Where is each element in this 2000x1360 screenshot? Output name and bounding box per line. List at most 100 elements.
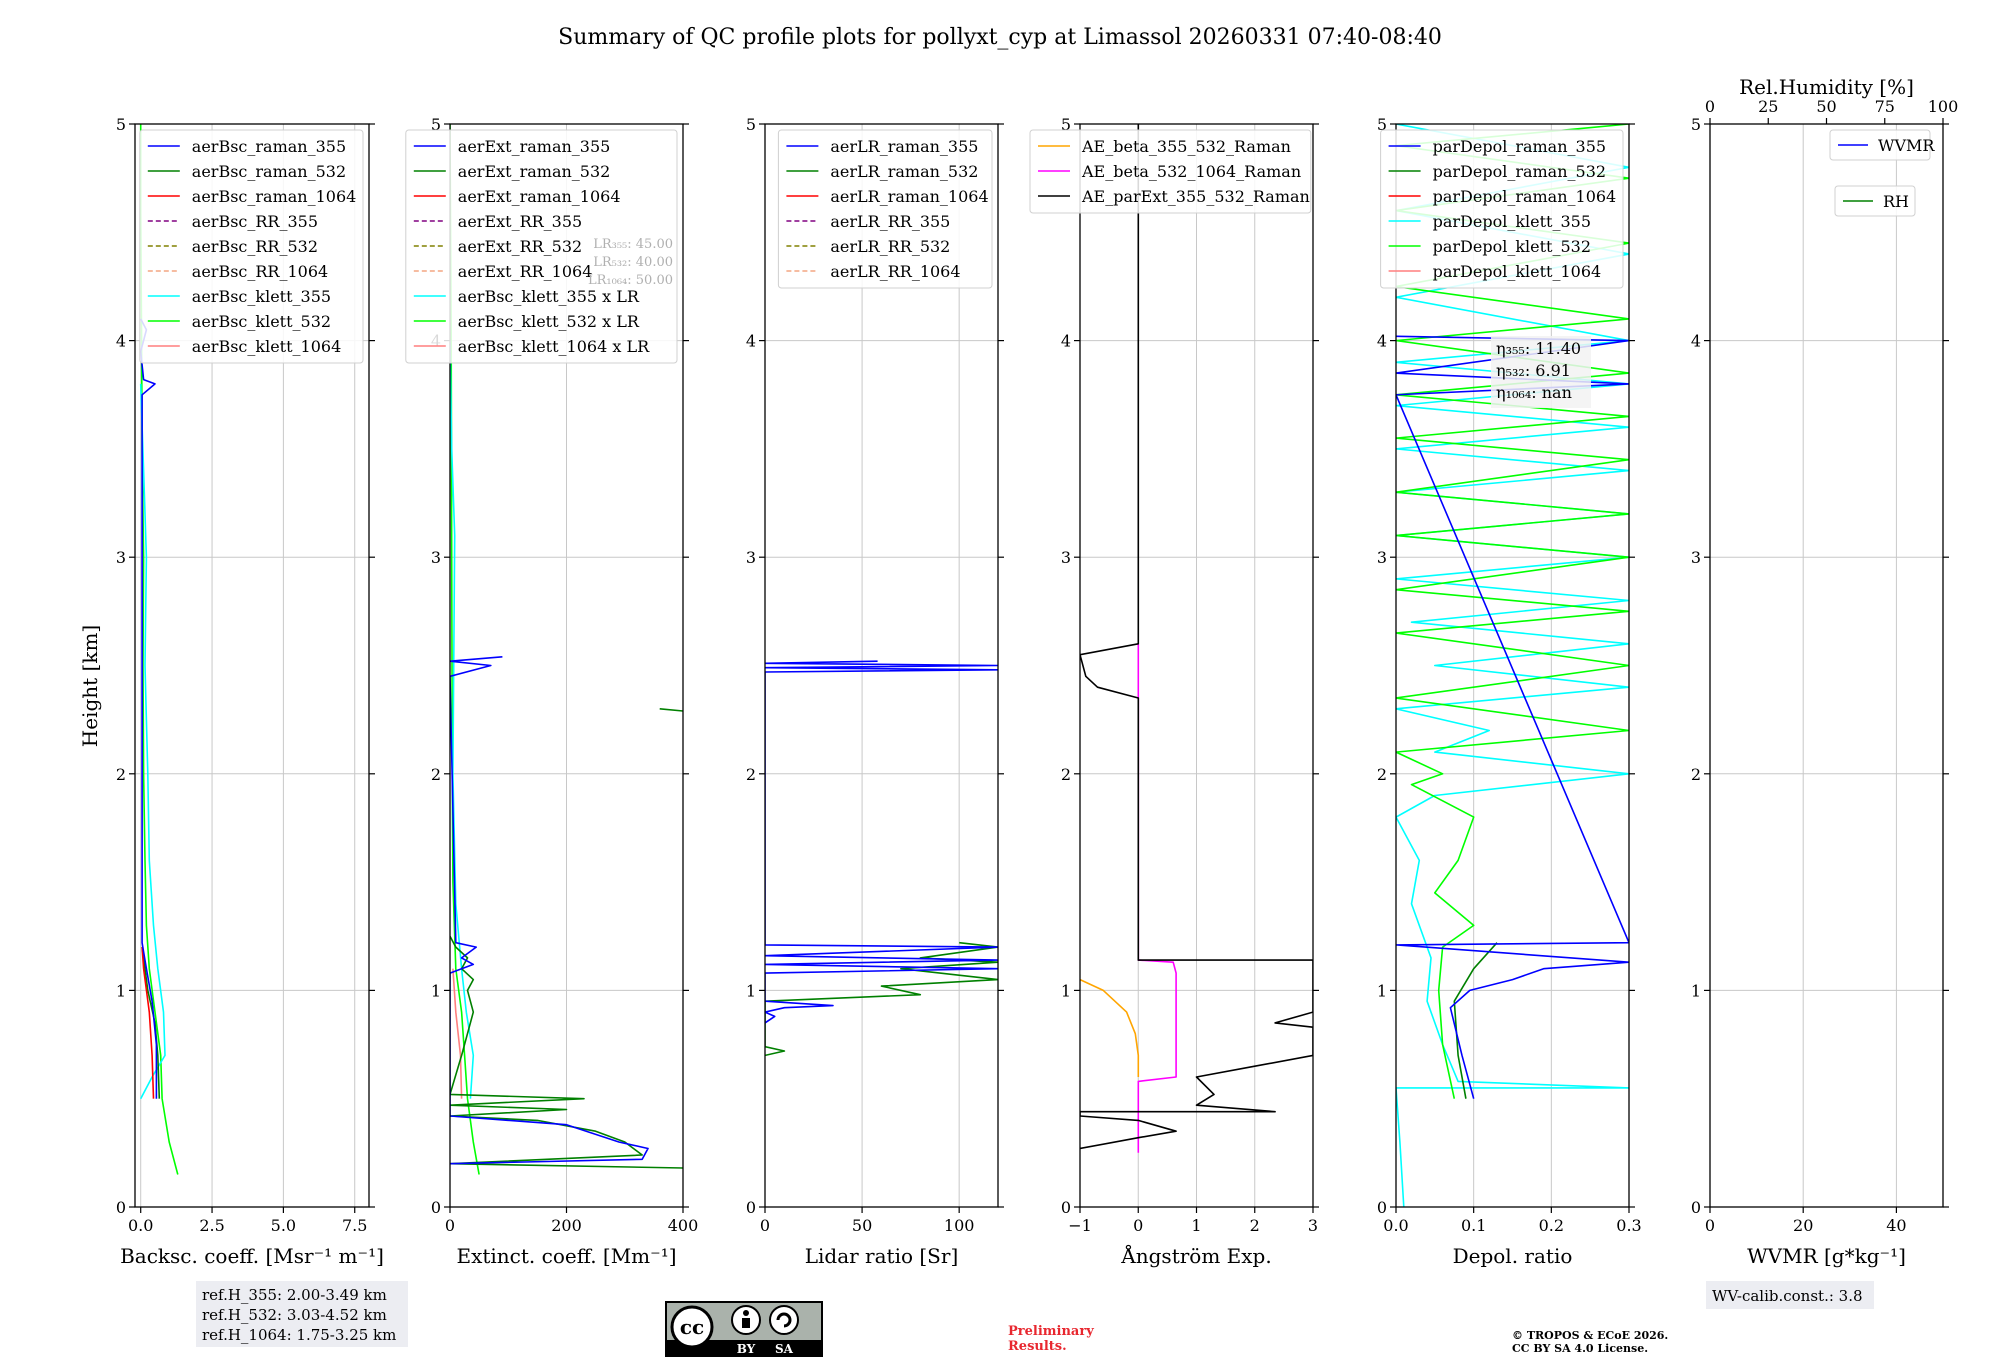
- series-line-ae-beta-355-532-raman: [1080, 978, 1140, 1077]
- grid-wv: [1709, 123, 1943, 1208]
- legend-label: aerLR_raman_1064: [830, 187, 988, 206]
- legend-label: aerExt_raman_1064: [458, 187, 621, 206]
- copyright-line2: CC BY SA 4.0 License.: [1512, 1342, 1648, 1355]
- legend-label: aerLR_RR_355: [830, 212, 950, 231]
- legend-frame: [777, 129, 993, 289]
- legend-label: aerLR_RR_532: [830, 237, 950, 256]
- x-tick-label: 0.2: [1539, 1216, 1564, 1235]
- ref-height-1064: ref.H_1064: 1.75-3.25 km: [202, 1326, 396, 1344]
- eta-annotation: η₁₀₆₄: nan: [1496, 383, 1572, 402]
- y-tick-label: 2: [431, 765, 441, 784]
- eta-annotation: η₅₃₂: 6.91: [1496, 361, 1571, 380]
- y-tick-label: 3: [116, 548, 126, 567]
- legend-label: aerExt_RR_1064: [458, 262, 593, 281]
- preliminary-line2: Results.: [1008, 1339, 1067, 1354]
- x-axis-label-ext: Extinct. coeff. [Mm⁻¹]: [456, 1244, 676, 1268]
- legend-label: aerBsc_klett_355 x LR: [458, 287, 640, 306]
- y-tick-label: 1: [1691, 981, 1701, 1000]
- panel-wv: 0 20 40 0 1 2 3 4 5 WVMR [g*kg⁻¹] 0 25 50 75 100 Rel.Hu…: [1691, 75, 1958, 1268]
- legend-frame: [139, 129, 364, 364]
- y-tick-label: 5: [431, 115, 441, 134]
- x-tick-label: 0.0: [1383, 1216, 1408, 1235]
- axes-frame-bsc: [134, 123, 370, 1208]
- lr-annotation: LR₁₀₆₄: 50.00: [588, 273, 673, 288]
- x-tick-label: 40: [1886, 1216, 1906, 1235]
- legend-label: parDepol_klett_1064: [1433, 262, 1602, 281]
- axes-frame-lr: [764, 123, 999, 1208]
- x-tick-label: 3: [1308, 1216, 1318, 1235]
- series-line-aerlr-raman-355: [765, 660, 998, 1024]
- series-line-aerbsc-klett-532-x-lr: [450, 124, 480, 1175]
- sa-share-icon: [769, 1305, 799, 1335]
- y-tick-label: 3: [431, 548, 441, 567]
- y-tick-label: 1: [1061, 981, 1071, 1000]
- series-line-pardepol-raman-355: [1396, 335, 1629, 1099]
- x-tick-label: 0.0: [128, 1216, 153, 1235]
- axes-frame-depol: [1395, 123, 1630, 1208]
- y-tick-label: 4: [1377, 332, 1387, 351]
- by-label: BY: [737, 1342, 756, 1356]
- y-tick-label: 5: [1691, 115, 1701, 134]
- legend-label: aerBsc_klett_532 x LR: [458, 312, 640, 331]
- grid-ae: [1079, 123, 1314, 1208]
- cc-icon: [670, 1305, 714, 1349]
- top-x-tick-label: 0: [1705, 97, 1715, 116]
- legend-label: parDepol_raman_1064: [1433, 187, 1617, 206]
- y-tick-label: 5: [746, 115, 756, 134]
- series-line-aerext-raman-355: [450, 656, 649, 1165]
- x-axis-label-depol: Depol. ratio: [1453, 1244, 1573, 1268]
- x-tick-label: 0.3: [1616, 1216, 1641, 1235]
- panel-ext: 0200400012345Extinct. coeff. [Mm⁻¹]aerEx…: [405, 115, 698, 1268]
- y-tick-label: 4: [1061, 332, 1071, 351]
- legend-label: aerBsc_RR_1064: [192, 262, 328, 281]
- legend-label: aerExt_RR_532: [458, 237, 582, 256]
- legend-label: aerBsc_klett_355: [192, 287, 331, 306]
- x-tick-label: 5.0: [271, 1216, 296, 1235]
- y-tick-label: 3: [1691, 548, 1701, 567]
- y-tick-label: 3: [1061, 548, 1071, 567]
- legend-label: aerBsc_klett_1064 x LR: [458, 337, 650, 356]
- legend-label: aerBsc_raman_1064: [192, 187, 357, 206]
- x-tick-label: 0: [445, 1216, 455, 1235]
- top-x-tick-label: 100: [1928, 97, 1959, 116]
- x-tick-label: 1: [1191, 1216, 1201, 1235]
- lr-annotation: LR₃₅₅: 45.00: [593, 237, 673, 252]
- ref-height-532: ref.H_532: 3.03-4.52 km: [202, 1306, 387, 1324]
- legend-label: WVMR: [1878, 136, 1935, 155]
- x-tick-label: 0: [1705, 1216, 1715, 1235]
- legend-label: aerExt_raman_355: [458, 137, 611, 156]
- y-axis-label: Height [km]: [78, 625, 102, 747]
- x-tick-label: 0: [1133, 1216, 1143, 1235]
- wv-calib-text: WV-calib.const.: 3.8: [1712, 1287, 1863, 1305]
- legend-label: parDepol_raman_532: [1433, 162, 1606, 181]
- ref-height-355: ref.H_355: 2.00-3.49 km: [202, 1286, 387, 1304]
- legend-label: aerLR_raman_532: [830, 162, 978, 181]
- legend-label: parDepol_raman_355: [1433, 137, 1606, 156]
- panel-depol: 0.0 0.1 0.2 0.3 0 1 2 3 4 5 Depol. ratio parDepol_r…: [1377, 115, 1642, 1268]
- figure-title: Summary of QC profile plots for pollyxt_…: [558, 25, 1442, 50]
- y-tick-label: 2: [116, 765, 126, 784]
- legend-label: aerBsc_RR_355: [192, 212, 318, 231]
- y-tick-label: 4: [116, 332, 126, 351]
- legend-rh: RH: [1834, 185, 1916, 217]
- eta-annotation: η₃₅₅: 11.40: [1496, 339, 1581, 358]
- panels-group: 0.0 2.5 5.0 7.5 0 1 2 3 4 5 Backsc. coeff. [Msr⁻¹ …: [116, 75, 1958, 1268]
- cc-license-badge: cc BY SA: [665, 1301, 823, 1357]
- legend-label: parDepol_klett_532: [1433, 237, 1591, 256]
- y-tick-label: 1: [1377, 981, 1387, 1000]
- series-group-lr: [765, 660, 998, 1057]
- panel-bsc: 0.0 2.5 5.0 7.5 0 1 2 3 4 5 Backsc. coeff. [Msr⁻¹ …: [116, 115, 384, 1268]
- series-line-pardepol-raman-532: [1453, 942, 1498, 1099]
- legend-label: AE_parExt_355_532_Raman: [1081, 187, 1310, 206]
- legend-ext: aerExt_raman_355 aerExt_raman_532 aerExt_r…: [405, 129, 678, 364]
- series-line-aerbsc-klett-532: [139, 124, 179, 1175]
- sa-label: SA: [775, 1342, 794, 1356]
- legend-ae: AE_beta_355_532_Raman AE_beta_532_1064_Ra…: [1029, 129, 1312, 214]
- y-tick-label: 1: [431, 981, 441, 1000]
- legend-label: aerBsc_RR_532: [192, 237, 318, 256]
- y-tick-label: 2: [1061, 765, 1071, 784]
- x-tick-label: 2.5: [199, 1216, 224, 1235]
- y-tick-label: 0: [431, 1198, 441, 1217]
- legend-label: aerBsc_raman_532: [192, 162, 346, 181]
- legend-label: aerBsc_klett_1064: [192, 337, 341, 356]
